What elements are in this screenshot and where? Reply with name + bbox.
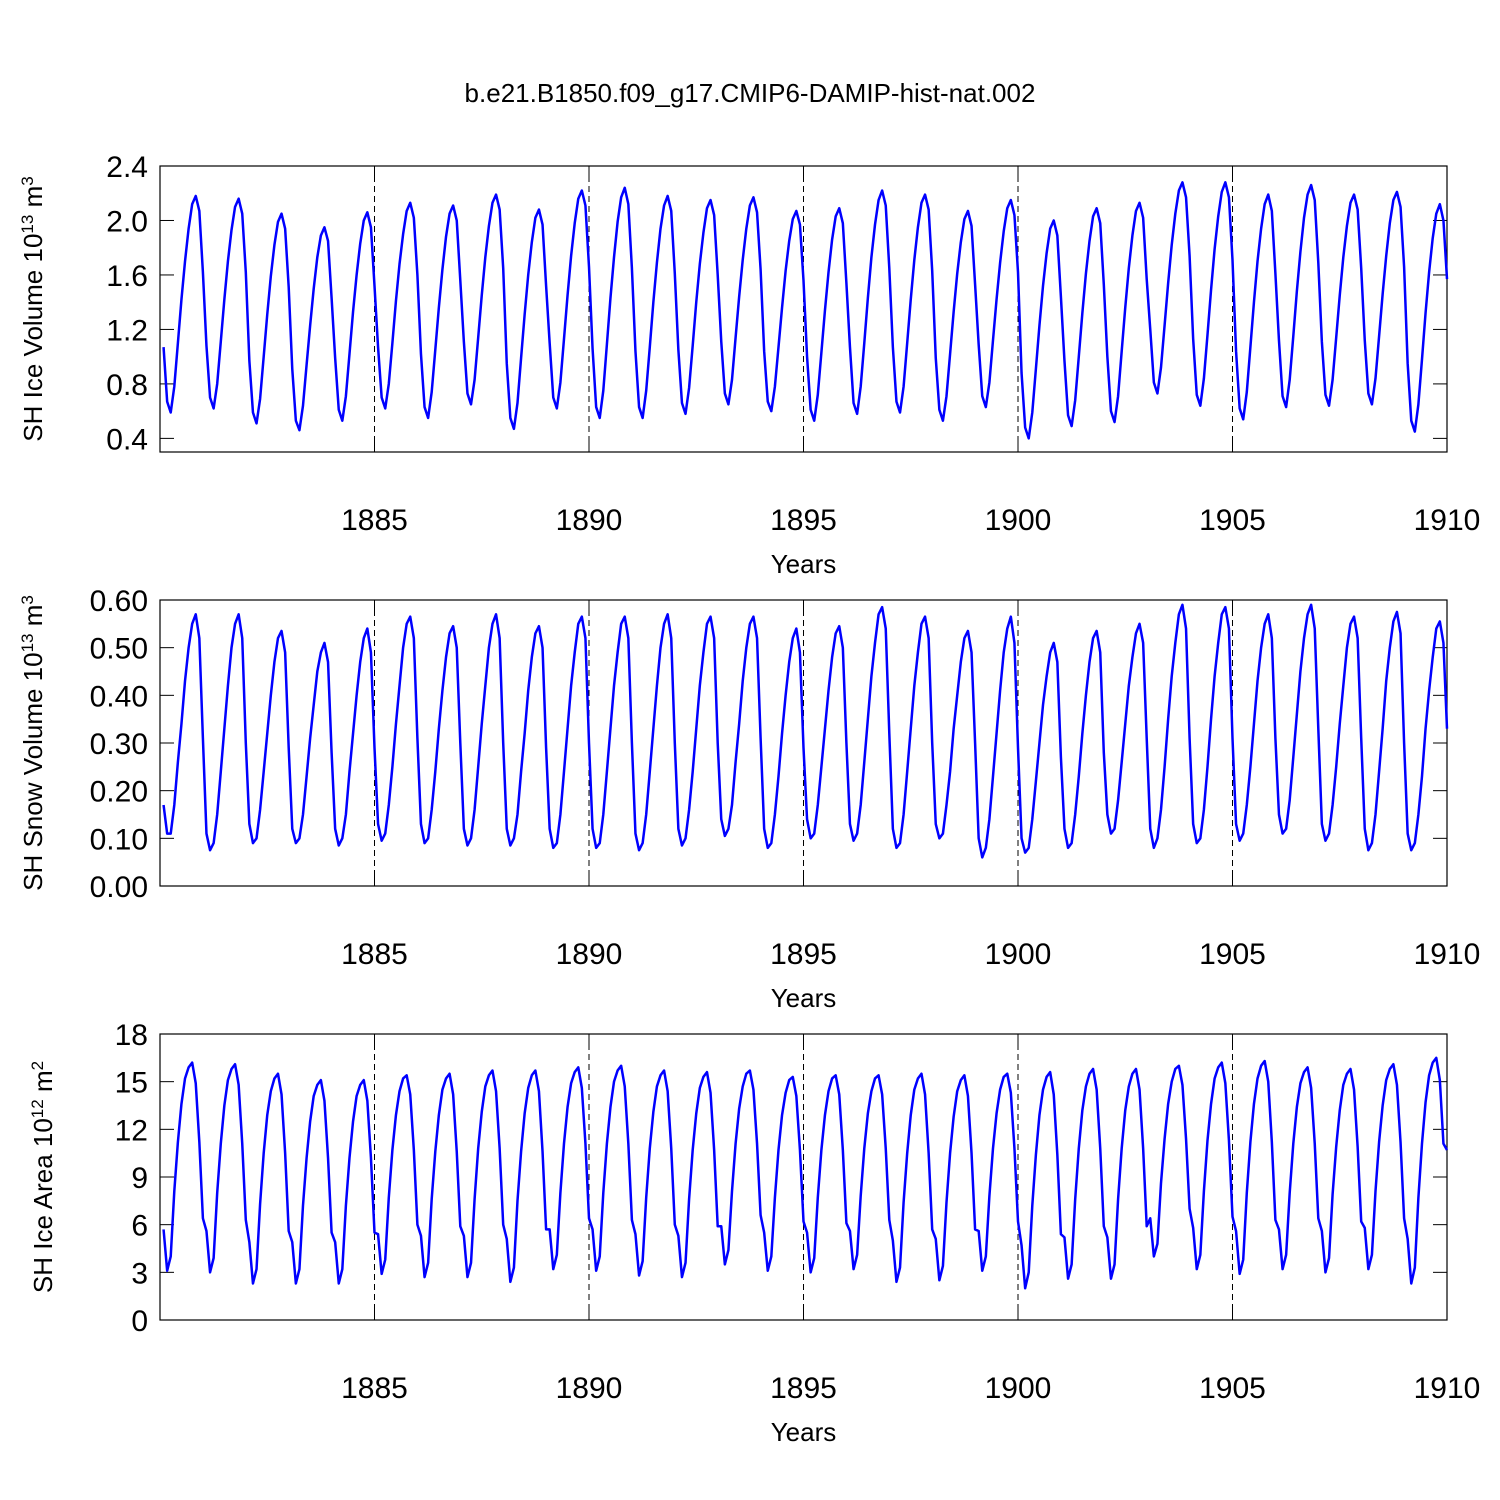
- y-tick-label: 3: [131, 1257, 148, 1290]
- y-tick-label: 0: [131, 1305, 148, 1338]
- x-tick-label: 1905: [1199, 1372, 1266, 1405]
- y-tick-label: 0.50: [90, 633, 148, 666]
- y-tick-label: 0.8: [106, 369, 148, 402]
- y-tick-label: 6: [131, 1210, 148, 1243]
- panel: 1885 1890 1895 1900 1905 1910 0 3 6 9 12 15 18 Years S…: [28, 1019, 1481, 1447]
- y-axis-label-text: m: [18, 605, 48, 634]
- plot-frame: [159, 599, 1448, 887]
- data-line: [162, 603, 1449, 859]
- y-axis-label-exponent: 13: [18, 633, 37, 652]
- x-axis-label: Years: [771, 549, 837, 579]
- y-axis-label-exponent: 3: [18, 595, 37, 604]
- y-tick-label: 18: [115, 1019, 148, 1052]
- y-axis-label-exponent: 2: [28, 1061, 47, 1070]
- y-tick-label: 2.0: [106, 205, 148, 238]
- x-tick-label: 1900: [985, 504, 1052, 537]
- y-tick-label: 0.20: [90, 776, 148, 809]
- x-tick-label: 1900: [985, 938, 1052, 971]
- y-axis-label-exponent: 13: [18, 215, 37, 234]
- x-tick-label: 1895: [770, 504, 837, 537]
- x-axis-label: Years: [771, 983, 837, 1013]
- y-tick-label: 12: [115, 1114, 148, 1147]
- data-line: [162, 181, 1449, 440]
- x-tick-label: 1910: [1414, 1372, 1481, 1405]
- y-tick-label: 2.4: [106, 151, 148, 184]
- data-line: [162, 1056, 1449, 1290]
- y-axis-label-text: SH Snow Volume 10: [18, 652, 48, 890]
- y-axis-label: SH Ice Volume 1013 m3: [18, 176, 49, 441]
- x-tick-label: 1900: [985, 1372, 1052, 1405]
- plot-frame: [159, 165, 1448, 453]
- panel: 1885 1890 1895 1900 1905 1910 0.4 0.8 1.2 1.6 2.0 2…: [18, 151, 1481, 579]
- y-tick-label: 9: [131, 1162, 148, 1195]
- y-tick-label: 1.2: [106, 314, 148, 347]
- y-tick-label: 0.40: [90, 680, 148, 713]
- y-axis-label-text: SH Ice Area 10: [28, 1118, 58, 1293]
- y-tick-label: 0.60: [90, 585, 148, 618]
- x-tick-label: 1905: [1199, 504, 1266, 537]
- y-axis-label: SH Ice Area 1012 m2: [28, 1061, 59, 1293]
- y-axis-label-exponent: 3: [18, 176, 37, 185]
- x-tick-label: 1905: [1199, 938, 1266, 971]
- x-tick-label: 1910: [1414, 504, 1481, 537]
- y-tick-label: 0.00: [90, 871, 148, 904]
- x-tick-label: 1895: [770, 1372, 837, 1405]
- x-tick-label: 1890: [556, 938, 623, 971]
- x-tick-label: 1890: [556, 1372, 623, 1405]
- x-tick-label: 1910: [1414, 938, 1481, 971]
- x-tick-label: 1885: [341, 1372, 408, 1405]
- y-tick-label: 0.10: [90, 823, 148, 856]
- x-tick-label: 1895: [770, 938, 837, 971]
- y-axis-label-text: m: [18, 186, 48, 215]
- x-tick-label: 1890: [556, 504, 623, 537]
- figure-title: b.e21.B1850.f09_g17.CMIP6-DAMIP-hist-nat…: [465, 78, 1036, 108]
- y-tick-label: 15: [115, 1067, 148, 1100]
- y-axis-label: SH Snow Volume 1013 m3: [18, 595, 49, 891]
- x-tick-label: 1885: [341, 504, 408, 537]
- y-tick-label: 1.6: [106, 260, 148, 293]
- y-tick-label: 0.4: [106, 423, 148, 456]
- y-axis-label-text: m: [28, 1070, 58, 1099]
- x-axis-label: Years: [771, 1417, 837, 1447]
- y-tick-label: 0.30: [90, 728, 148, 761]
- x-tick-label: 1885: [341, 938, 408, 971]
- plot-frame: [159, 1033, 1448, 1321]
- y-axis-label-exponent: 12: [28, 1099, 47, 1118]
- y-axis-label-text: SH Ice Volume 10: [18, 234, 48, 442]
